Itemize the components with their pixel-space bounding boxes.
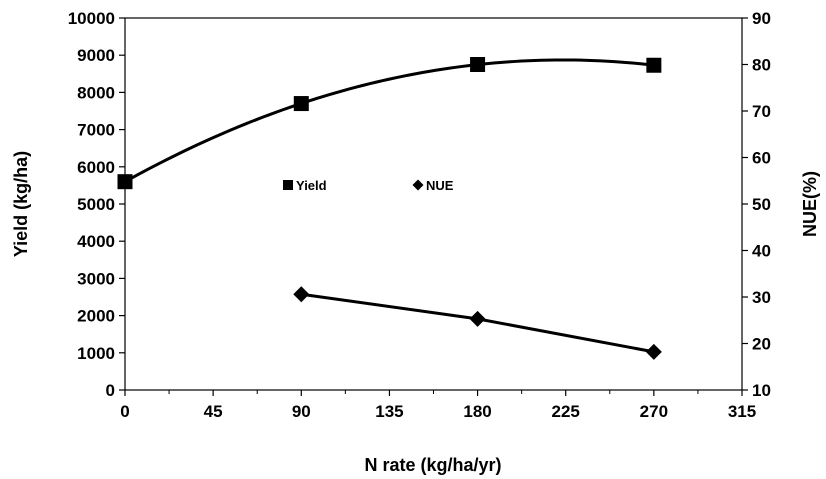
x-axis-ticks: 0 45 90 135 180 225 270 315	[120, 390, 756, 421]
y2-tick-label: 40	[752, 242, 771, 261]
y-tick-label: 6000	[77, 158, 115, 177]
legend: Yield NUE	[283, 178, 454, 193]
y-tick-label: 5000	[77, 195, 115, 214]
series-yield	[117, 57, 662, 190]
legend-label: NUE	[426, 178, 454, 193]
y2-tick-label: 20	[752, 335, 771, 354]
x-tick-label: 270	[640, 402, 668, 421]
data-point	[470, 57, 486, 72]
series-layer	[117, 57, 662, 360]
x-tick-label: 180	[463, 402, 491, 421]
x-tick-label: 0	[120, 402, 129, 421]
y2-tick-label: 10	[752, 381, 771, 400]
y-axis-title: Yield (kg/ha)	[11, 151, 31, 257]
series-line	[124, 58, 655, 184]
series-nue	[293, 286, 662, 360]
legend-label: Yield	[296, 178, 327, 193]
y2-axis-ticks: 10 20 30 40 50 60 70 80 90	[742, 9, 771, 400]
y2-axis-title: NUE(%)	[800, 171, 820, 237]
y-tick-label: 4000	[77, 232, 115, 251]
legend-item-yield: Yield	[283, 178, 327, 193]
data-point	[293, 96, 309, 112]
y2-tick-label: 70	[752, 102, 771, 121]
y2-tick-label: 30	[752, 288, 771, 307]
data-point	[645, 343, 662, 360]
data-point	[469, 310, 486, 327]
x-axis-title: N rate (kg/ha/yr)	[364, 455, 501, 475]
plot-area	[124, 17, 743, 391]
x-tick-label: 90	[292, 402, 311, 421]
x-tick-label: 45	[204, 402, 223, 421]
legend-marker	[283, 180, 293, 190]
y-tick-label: 1000	[77, 344, 115, 363]
y-tick-label: 2000	[77, 307, 115, 326]
data-point	[117, 174, 133, 190]
y2-tick-label: 50	[752, 195, 771, 214]
y2-tick-label: 60	[752, 149, 771, 168]
data-point	[293, 286, 310, 303]
x-tick-label: 135	[375, 402, 403, 421]
y-tick-label: 0	[106, 381, 115, 400]
y2-tick-label: 90	[752, 9, 771, 28]
y-tick-label: 8000	[77, 83, 115, 102]
y-tick-label: 10000	[68, 9, 115, 28]
y-axis-ticks: 0 1000 2000 3000 4000 5000 6000 7000 8000 9000 100…	[68, 9, 125, 400]
y-tick-label: 9000	[77, 46, 115, 65]
data-point	[646, 57, 662, 73]
y-tick-label: 3000	[77, 269, 115, 288]
x-tick-label: 225	[552, 402, 580, 421]
y2-tick-label: 80	[752, 56, 771, 75]
y-tick-label: 7000	[77, 121, 115, 140]
legend-item-nue: NUE	[412, 178, 454, 193]
x-tick-label: 315	[728, 402, 756, 421]
legend-marker	[412, 179, 424, 191]
